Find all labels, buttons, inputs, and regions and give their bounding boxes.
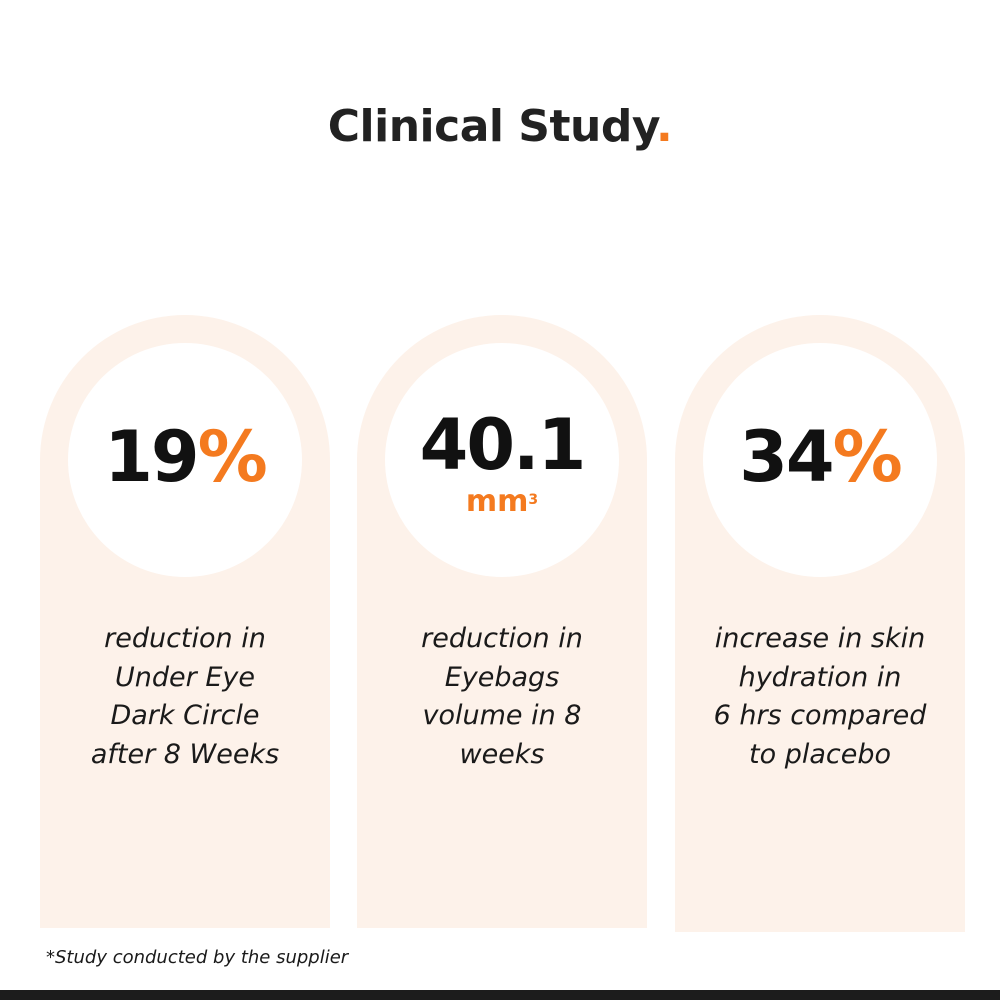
unit-superscript: 3 <box>528 492 539 508</box>
stat-card-hydration: 34% increase in skin hydration in 6 hrs … <box>675 315 965 932</box>
description-line: volume in 8 <box>422 700 582 731</box>
description-line: after 8 Weeks <box>90 738 280 770</box>
description-line: reduction in <box>104 623 266 654</box>
title-text: Clinical Study <box>327 101 657 152</box>
description-line: Under Eye <box>115 661 255 693</box>
stat-card-dark-circle: 19% reduction in Under Eye Dark Circle a… <box>40 315 330 928</box>
stat-description: increase in skin hydration in 6 hrs comp… <box>675 620 965 774</box>
description-line: reduction in <box>421 623 583 654</box>
bottom-bar <box>0 990 1000 1000</box>
stat-number: 19 <box>104 416 199 498</box>
stat-circle: 19% <box>68 343 302 577</box>
stat-value: 40.1 <box>385 405 619 485</box>
unit-text: mm <box>465 484 529 519</box>
stat-circle: 40.1 mm3 <box>385 343 619 577</box>
description-line: to placebo <box>749 738 891 770</box>
description-line: 6 hrs compared <box>713 700 927 731</box>
stat-unit: mm3 <box>385 485 619 519</box>
stat-circle: 34% <box>703 343 937 577</box>
stat-card-eyebags: 40.1 mm3 reduction in Eyebags volume in … <box>357 315 647 928</box>
percent-sign: % <box>197 416 268 498</box>
stat-number: 34 <box>739 416 834 498</box>
description-line: hydration in <box>738 661 902 693</box>
description-line: increase in skin <box>714 623 926 654</box>
title-dot: . <box>656 101 673 152</box>
description-line: Eyebags <box>444 661 560 693</box>
description-line: Dark Circle <box>110 700 260 731</box>
stat-value: 19% <box>68 417 302 497</box>
description-line: weeks <box>459 738 545 770</box>
stat-number: 40.1 <box>419 404 587 486</box>
percent-sign: % <box>832 416 903 498</box>
stat-description: reduction in Eyebags volume in 8 weeks <box>357 620 647 774</box>
footnote: *Study conducted by the supplier <box>46 947 349 968</box>
stat-description: reduction in Under Eye Dark Circle after… <box>40 620 330 774</box>
page-title: Clinical Study. <box>0 95 1000 159</box>
stat-value: 34% <box>703 417 937 497</box>
